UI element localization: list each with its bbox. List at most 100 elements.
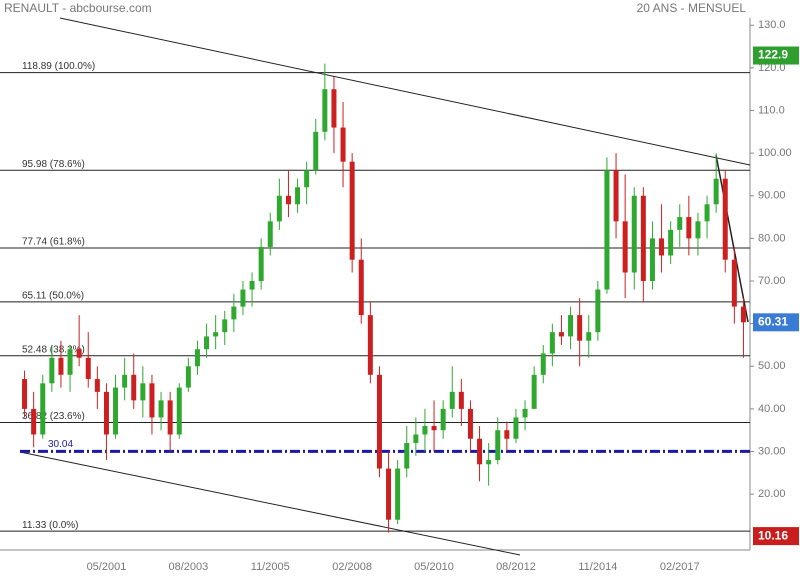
x-tick-label: 02/2017 bbox=[660, 561, 700, 573]
fibonacci-label: 95.98 (78.6%) bbox=[22, 159, 85, 170]
candle-body bbox=[431, 425, 437, 431]
fibonacci-label: 118.89 (100.0%) bbox=[22, 61, 95, 72]
candle-body bbox=[76, 349, 82, 358]
chart-subtitle: 20 ANS - MENSUEL bbox=[637, 1, 747, 15]
candle-body bbox=[413, 434, 419, 444]
fibonacci-label: 77.74 (61.8%) bbox=[22, 237, 85, 248]
x-tick-label: 11/2014 bbox=[578, 561, 617, 573]
trend-line bbox=[59, 17, 751, 166]
candle-body bbox=[740, 306, 746, 323]
candle-body bbox=[649, 238, 655, 282]
y-tick-label: 90.00 bbox=[758, 190, 786, 202]
candle-body bbox=[213, 332, 219, 337]
candle-body bbox=[477, 438, 483, 465]
candle-body bbox=[304, 170, 310, 188]
trend-line bbox=[19, 451, 521, 556]
candle-body bbox=[185, 366, 191, 388]
candle-body bbox=[131, 374, 137, 401]
candle-body bbox=[522, 408, 528, 418]
trend-line bbox=[715, 154, 749, 323]
candle-body bbox=[85, 357, 91, 380]
candle-body bbox=[677, 217, 683, 230]
candle-body bbox=[376, 374, 382, 469]
y-tick-label: 80.00 bbox=[758, 232, 786, 244]
price-tag-label: 60.31 bbox=[758, 314, 788, 328]
candle-body bbox=[231, 306, 237, 320]
candle-body bbox=[659, 238, 665, 256]
price-tag bbox=[753, 313, 799, 332]
candle-body bbox=[595, 289, 601, 333]
candle-body bbox=[504, 430, 510, 439]
candle-body bbox=[386, 468, 392, 520]
candle-body bbox=[531, 374, 537, 409]
x-tick-label: 11/2005 bbox=[251, 561, 290, 573]
candle-body bbox=[713, 178, 719, 205]
candle-body bbox=[367, 315, 373, 375]
candle-body bbox=[568, 315, 574, 337]
candle-body bbox=[140, 383, 146, 401]
candle-body bbox=[122, 374, 128, 388]
y-tick-label: 130.0 bbox=[758, 19, 786, 31]
candle-body bbox=[722, 178, 728, 260]
candle-body bbox=[240, 289, 246, 307]
candle-body bbox=[395, 468, 401, 520]
candle-body bbox=[103, 391, 109, 435]
candle-body bbox=[513, 417, 519, 439]
candle-body bbox=[422, 425, 428, 435]
candle-body bbox=[285, 195, 291, 205]
price-tag-label: 122.9 bbox=[758, 48, 788, 62]
candle-body bbox=[467, 408, 473, 439]
fibonacci-label: 11.33 (0.0%) bbox=[22, 520, 79, 531]
candle-body bbox=[440, 408, 446, 431]
candle-body bbox=[194, 349, 200, 367]
x-tick-label: 05/2001 bbox=[87, 561, 127, 573]
candle-body bbox=[267, 221, 273, 247]
x-tick-label: 08/2003 bbox=[168, 561, 208, 573]
candle-body bbox=[276, 195, 282, 222]
y-tick-label: 110.0 bbox=[758, 104, 785, 116]
candle-body bbox=[404, 443, 410, 469]
candle-body bbox=[586, 332, 592, 341]
y-tick-label: 50.00 bbox=[758, 360, 786, 372]
candle-body bbox=[558, 332, 564, 337]
candle-body bbox=[313, 131, 319, 171]
y-tick-label: 20.00 bbox=[758, 488, 786, 500]
y-tick-label: 120.0 bbox=[758, 62, 786, 74]
candle-body bbox=[176, 387, 182, 435]
candle-body bbox=[604, 170, 610, 290]
candle-body bbox=[486, 460, 492, 465]
fibonacci-label: 36.82 (23.6%) bbox=[22, 411, 85, 422]
candle-body bbox=[613, 170, 619, 222]
candle-body bbox=[458, 391, 464, 409]
candle-body bbox=[295, 187, 301, 205]
candle-body bbox=[622, 221, 628, 273]
candle-body bbox=[631, 195, 637, 273]
candle-body bbox=[22, 379, 28, 409]
support-label: 30.04 bbox=[48, 439, 73, 450]
candle-body bbox=[704, 204, 710, 222]
candle-body bbox=[731, 259, 737, 307]
candle-body bbox=[258, 246, 264, 282]
candle-body bbox=[349, 161, 355, 260]
y-tick-label: 40.00 bbox=[758, 403, 786, 415]
y-tick-label: 70.00 bbox=[758, 275, 786, 287]
fibonacci-label: 65.11 (50.0%) bbox=[22, 291, 84, 302]
candle-body bbox=[577, 315, 583, 341]
candle-body bbox=[540, 353, 546, 375]
candle-body bbox=[549, 332, 555, 354]
candle-body bbox=[358, 259, 364, 316]
candle-body bbox=[58, 357, 64, 375]
candle-body bbox=[67, 349, 73, 375]
candle-body bbox=[40, 383, 46, 435]
price-tag-label: 10.16 bbox=[758, 528, 788, 542]
candle-body bbox=[695, 221, 701, 239]
candle-body bbox=[113, 387, 119, 435]
x-tick-label: 08/2012 bbox=[496, 561, 536, 573]
candle-body bbox=[340, 127, 346, 162]
candle-body bbox=[158, 400, 164, 418]
candle-body bbox=[640, 195, 646, 282]
candle-body bbox=[495, 430, 501, 461]
x-tick-label: 02/2008 bbox=[332, 561, 372, 573]
fibonacci-label: 52.48 (38.2%) bbox=[22, 344, 85, 355]
